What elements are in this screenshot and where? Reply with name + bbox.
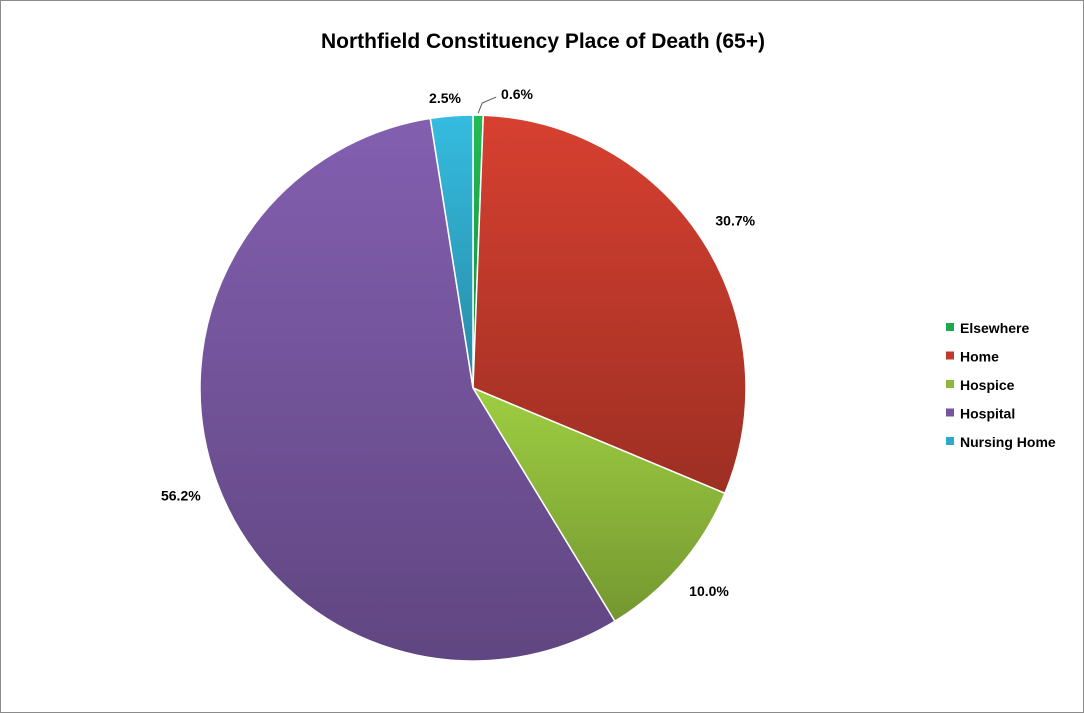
data-label-home: 30.7%: [715, 212, 755, 228]
pie-slice-hospice: [471, 386, 726, 623]
legend-swatch-hospice: [946, 380, 954, 388]
leader-line-elsewhere: [477, 96, 497, 114]
legend-swatch-hospital: [946, 408, 954, 417]
legend-swatch-home: [946, 351, 954, 360]
pie-slice-home: [472, 114, 747, 495]
chart-title: Northfield Constituency Place of Death (…: [321, 30, 765, 53]
pie-slice-hospital: [199, 117, 616, 662]
legend-label-elsewhere: Elsewhere: [960, 320, 1029, 336]
data-labels: 0.6% 30.7% 10.0% 56.2% 2.5%: [161, 86, 756, 599]
legend-swatch-elsewhere: [946, 323, 954, 331]
legend-label-nursing-home: Nursing Home: [960, 434, 1056, 450]
pie-slice-nursing-home: [429, 114, 474, 389]
legend-label-hospital: Hospital: [960, 406, 1015, 422]
data-label-elsewhere: 0.6%: [501, 86, 533, 102]
data-label-hospice: 10.0%: [689, 583, 729, 599]
legend-label-hospice: Hospice: [960, 377, 1015, 393]
legend-label-home: Home: [960, 349, 999, 365]
leader-lines: [477, 96, 497, 114]
pie-slices: [199, 114, 747, 662]
legend-swatch-nursing-home: [946, 437, 954, 445]
data-label-hospital: 56.2%: [161, 487, 201, 503]
data-label-nursing-home: 2.5%: [429, 90, 461, 106]
legend: Elsewhere Home Hospice Hospital Nursing Home: [946, 320, 1056, 450]
